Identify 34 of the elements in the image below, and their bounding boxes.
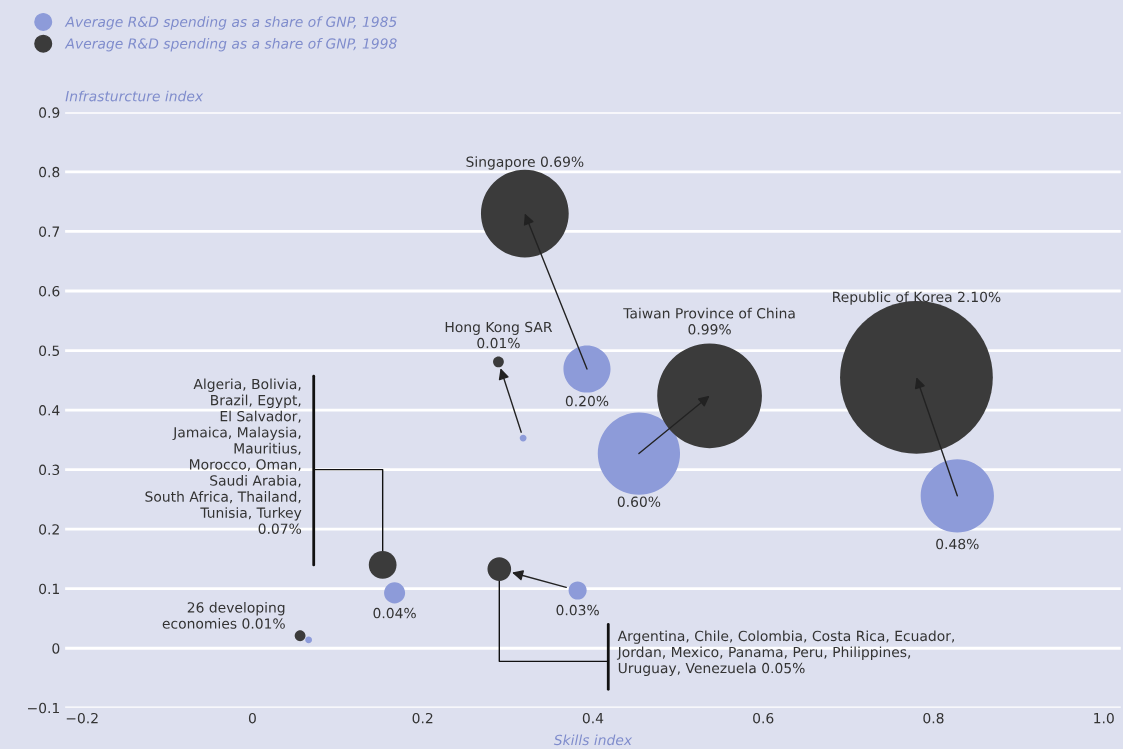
x-tick-label: −0.2	[66, 712, 98, 724]
y-tick-label: 0.8	[39, 166, 60, 178]
y-tick-label: 0.3	[39, 464, 60, 476]
x-tick-label: 1.0	[1094, 712, 1114, 724]
x-tick-label: 0.4	[582, 712, 604, 724]
y-tick-label: 0	[52, 643, 60, 654]
annotation: Republic of Korea 2.10%	[833, 291, 1001, 305]
y-tick-label: 0.6	[39, 285, 60, 297]
y-tick-label: 0.4	[39, 405, 60, 416]
y-axis-title: Infrasturcture index	[65, 90, 204, 102]
x-tick-label: 0.8	[923, 712, 944, 724]
annotation: 0.20%	[565, 395, 609, 407]
text: Algeria, Bolivia, Brazil, Egypt, El Salvador, Jamaica, Malaysia, Mauritius, Morocco, Oman, Saudi Arabia, South Africa, Thailand, Tunisia, Turkey 0.07%	[145, 378, 302, 534]
annotation: 26 developing economies 0.01%	[162, 601, 285, 629]
y-tick-label: 0.2	[39, 524, 59, 535]
x-tick-label: 0	[248, 712, 256, 724]
annotation: Argentina, Chile, Colombia, Costa Rica, Ecuador, Jordan, Mexico, Panama, Peru, Philippines, Uruguay, Venezuela 0.05%	[616, 630, 954, 676]
annotation: Singapore 0.69%	[466, 156, 584, 170]
y-tick-label: 0.7	[39, 226, 60, 237]
y-tick-label: 0.1	[39, 583, 59, 595]
y-tick-label: 0.9	[39, 107, 60, 118]
x-axis-title: Skills index	[553, 734, 633, 746]
x-tick-label: 0.6	[753, 712, 774, 724]
legend-label: Average R&D spending as a share of GNP, 1985	[64, 16, 397, 30]
annotation: 0.03%	[556, 604, 599, 616]
annotation: 0.60%	[617, 496, 661, 507]
annotation: Taiwan Province of China 0.99%	[623, 307, 795, 335]
annotation: 0.04%	[373, 607, 416, 619]
annotation: 0.48%	[936, 538, 979, 550]
x-tick-label: 0.2	[412, 712, 433, 724]
legend-label: Average R&D spending as a share of GNP, 1998	[64, 38, 397, 52]
y-tick-label: 0.5	[39, 345, 60, 357]
y-tick-label: −0.1	[28, 702, 59, 714]
annotation: Hong Kong SAR 0.01%	[445, 321, 553, 349]
